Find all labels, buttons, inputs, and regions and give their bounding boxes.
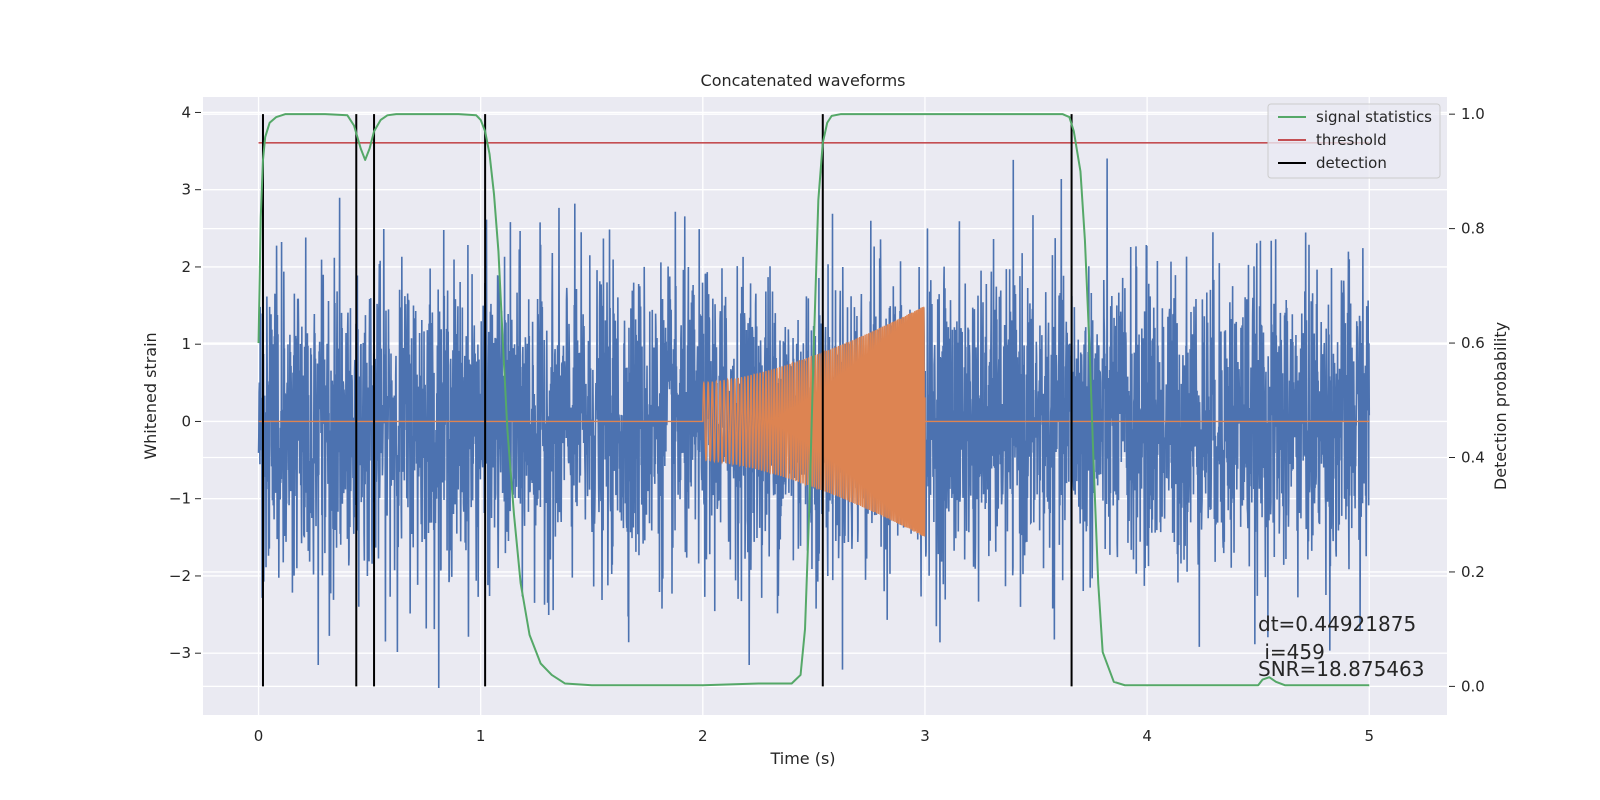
- right-y-tick-label: 0.8: [1461, 220, 1485, 238]
- right-y-tick-label: 0.4: [1461, 449, 1485, 467]
- strain-series: [257, 158, 1371, 688]
- x-tick-label: 5: [1364, 727, 1374, 745]
- y-tick-label: 3: [181, 181, 191, 199]
- y-tick-label: 2: [181, 258, 191, 276]
- right-y-tick-label: 0.2: [1461, 563, 1485, 581]
- legend-detection-label: detection: [1316, 154, 1387, 172]
- y-tick-label: −1: [169, 490, 191, 508]
- annotation-snr: SNR=18.875463: [1258, 657, 1424, 681]
- x-tick-label: 4: [1142, 727, 1152, 745]
- probability-series: [257, 113, 1370, 687]
- x-tick-label: 0: [254, 727, 264, 745]
- legend-signal-label: signal statistics: [1316, 108, 1432, 126]
- legend: signal statistics threshold detection: [1267, 103, 1441, 179]
- y-tick-label: −3: [169, 644, 191, 662]
- chart-title: Concatenated waveforms: [701, 71, 906, 90]
- annotation-index: i=459: [1258, 640, 1325, 664]
- injection-series: [258, 306, 1370, 537]
- x-tick-label: 1: [476, 727, 486, 745]
- right-y-tick-label: 1.0: [1461, 105, 1485, 123]
- ticks: 0 1 2 3 4 5 −3 −2 −1 0 1 2 3 4 0.0 0.2 0.4 0.6 0.8 1.0: [169, 103, 1485, 745]
- strain-line: [257, 158, 1371, 688]
- right-y-tick-label: 0.6: [1461, 334, 1485, 352]
- x-tick-label: 2: [698, 727, 708, 745]
- y-axis-label: Whitened strain: [141, 332, 160, 459]
- right-y-tick-label: 0.0: [1461, 677, 1485, 695]
- y-tick-label: 4: [181, 103, 191, 121]
- annotation-dt: dt=0.44921875: [1258, 612, 1416, 636]
- right-y-axis-label: Detection probability: [1491, 322, 1510, 490]
- x-tick-label: 3: [920, 727, 930, 745]
- x-axis-label: Time (s): [769, 749, 835, 768]
- injection-line: [258, 306, 1370, 537]
- signal-statistics-line: [257, 113, 1370, 687]
- legend-threshold-label: threshold: [1316, 131, 1387, 149]
- legend-frame: [1267, 103, 1441, 179]
- y-tick-label: 1: [181, 335, 191, 353]
- y-tick-label: 0: [181, 412, 191, 430]
- y-tick-label: −2: [169, 567, 191, 585]
